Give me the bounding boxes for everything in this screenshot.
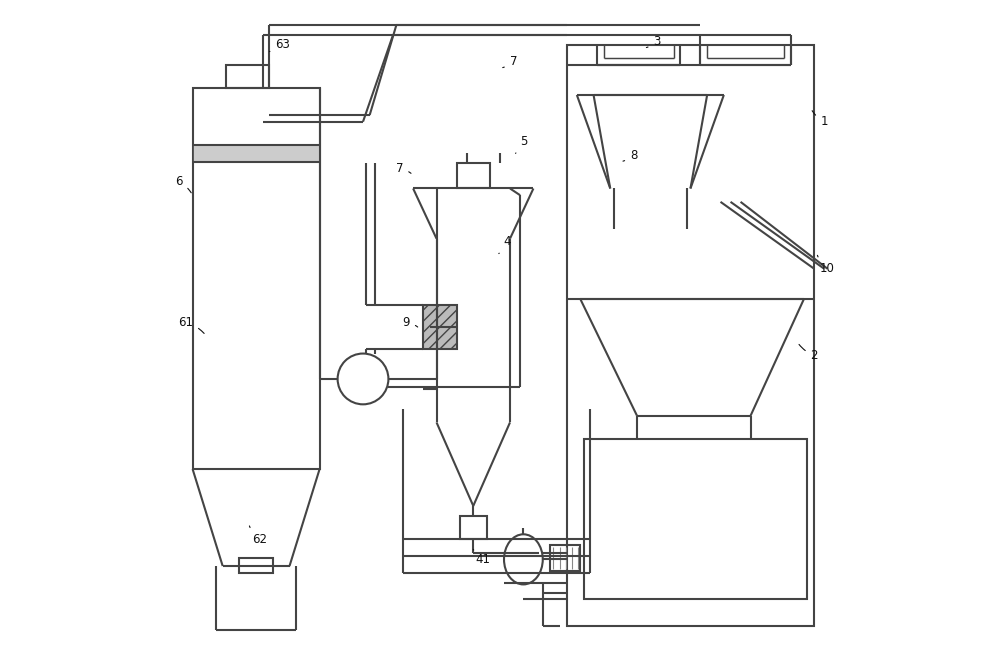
Text: 5: 5 bbox=[516, 136, 527, 154]
Text: 4: 4 bbox=[499, 236, 510, 254]
Text: 9: 9 bbox=[403, 315, 418, 329]
Bar bbox=[239, 558, 273, 573]
Text: 8: 8 bbox=[623, 148, 637, 162]
Bar bbox=[226, 65, 269, 89]
Bar bbox=[193, 145, 320, 162]
Text: 10: 10 bbox=[817, 255, 835, 275]
Bar bbox=[584, 439, 807, 599]
Text: 3: 3 bbox=[646, 35, 661, 48]
Text: 61: 61 bbox=[178, 315, 204, 333]
Text: 1: 1 bbox=[812, 111, 828, 128]
Text: 7: 7 bbox=[396, 162, 411, 175]
Text: 7: 7 bbox=[503, 55, 517, 68]
Text: 62: 62 bbox=[249, 526, 267, 546]
Text: 41: 41 bbox=[473, 550, 491, 566]
Text: 2: 2 bbox=[799, 344, 818, 362]
Bar bbox=[567, 45, 814, 626]
Bar bbox=[193, 89, 320, 469]
Text: 6: 6 bbox=[176, 175, 191, 193]
Bar bbox=[460, 516, 487, 539]
Bar bbox=[457, 163, 490, 189]
Text: 63: 63 bbox=[269, 38, 290, 52]
Bar bbox=[550, 546, 580, 571]
Bar bbox=[423, 305, 457, 349]
